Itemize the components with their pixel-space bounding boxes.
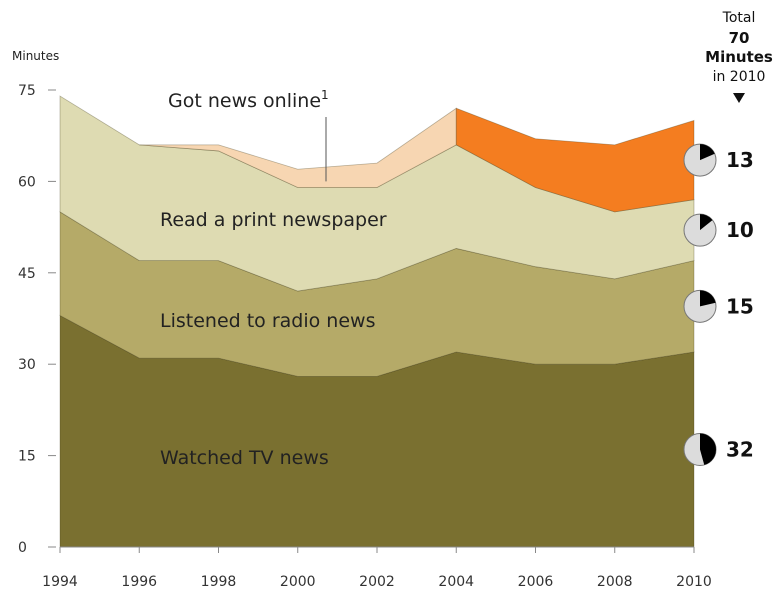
total-header-line4: in 2010	[713, 69, 766, 85]
pie-marker: 13	[683, 143, 754, 177]
x-tick-label: 1994	[42, 574, 78, 590]
total-header: Total 70 Minutes in 2010	[705, 10, 773, 103]
x-tick-label: 2008	[597, 574, 633, 590]
y-tick-label: 0	[18, 540, 27, 556]
pie-marker-slice	[700, 433, 717, 465]
pie-marker-value: 13	[726, 148, 754, 172]
total-header-line1: Total	[722, 10, 756, 26]
pie-marker-value: 15	[726, 294, 754, 318]
y-tick-label: 15	[18, 449, 36, 465]
area-online-from-2004	[455, 107, 695, 213]
pie-marker-slice	[700, 214, 713, 231]
pie-marker-slice	[700, 290, 716, 307]
x-tick-label: 1996	[121, 574, 157, 590]
pie-marker: 15	[683, 289, 754, 323]
pie-marker: 32	[683, 433, 754, 467]
x-tick-label: 2006	[518, 574, 554, 590]
series-label-newspaper: Read a print newspaper	[160, 209, 387, 231]
x-tick-label: 1998	[201, 574, 237, 590]
y-tick-label: 75	[18, 83, 36, 99]
x-tick-label: 2004	[438, 574, 474, 590]
y-tick-labels: 0 15 30 45 60 75	[18, 83, 56, 556]
series-label-online-superscript: 1	[321, 88, 329, 102]
series-label-online: Got news online1	[168, 88, 329, 112]
pie-marker-slice	[700, 144, 715, 161]
total-header-line2: 70	[729, 29, 750, 47]
y-tick-label: 30	[18, 357, 36, 373]
area-layers	[59, 95, 695, 548]
series-label-tv: Watched TV news	[160, 447, 329, 469]
x-tick-labels: 1994 1996 1998 2000 2002 2004 2006 2008 2010	[42, 547, 712, 590]
x-tick-label: 2002	[359, 574, 395, 590]
series-labels: Got news online1 Read a print newspaper …	[160, 88, 387, 469]
series-label-online-text: Got news online	[168, 90, 321, 112]
series-label-radio: Listened to radio news	[160, 310, 375, 332]
y-axis-label: Minutes	[12, 49, 59, 63]
y-tick-label: 60	[18, 174, 36, 190]
pie-marker-value: 10	[726, 218, 754, 242]
pie-markers: 13 10 15 32	[683, 143, 754, 467]
pie-marker: 10	[683, 213, 754, 247]
y-tick-label: 45	[18, 266, 36, 282]
pie-marker-value: 32	[726, 438, 754, 462]
x-tick-label: 2010	[676, 574, 712, 590]
x-tick-label: 2000	[280, 574, 316, 590]
down-triangle-icon	[733, 93, 745, 103]
total-header-line3: Minutes	[705, 48, 773, 66]
